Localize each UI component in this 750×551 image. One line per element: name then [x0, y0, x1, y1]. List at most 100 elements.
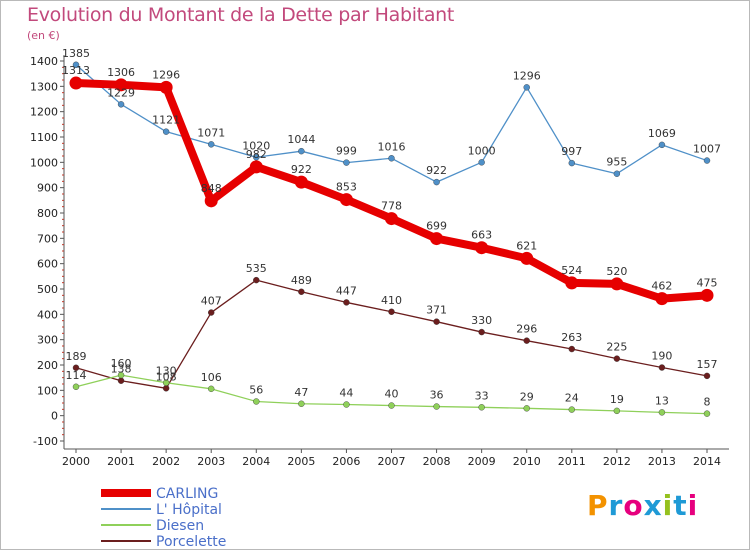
x-tick-label: 2009	[468, 455, 496, 468]
data-point-l-h-pital	[117, 101, 125, 108]
data-point-diesen	[523, 405, 530, 412]
x-tick-label: 2012	[603, 455, 631, 468]
data-point-carling	[520, 251, 534, 265]
data-point-carling	[159, 80, 173, 94]
data-label-porcelette: 225	[606, 341, 627, 354]
data-point-l-h-pital	[703, 157, 711, 164]
data-label-carling: 848	[201, 182, 222, 195]
data-label-l-h-pital: 1121	[152, 114, 180, 127]
y-tick-label: 800	[37, 207, 58, 220]
data-label-porcelette: 190	[651, 350, 672, 363]
data-label-diesen: 114	[66, 369, 87, 382]
data-label-l-h-pital: 922	[426, 164, 447, 177]
data-label-diesen: 19	[610, 393, 624, 406]
legend-label-carling: CARLING	[156, 486, 218, 502]
data-label-l-h-pital: 997	[561, 145, 582, 158]
data-point-diesen	[703, 410, 711, 417]
data-label-carling: 922	[291, 163, 312, 176]
data-label-l-h-pital: 1229	[107, 86, 135, 99]
y-tick-label: 1100	[30, 131, 58, 144]
data-label-l-h-pital: 955	[606, 156, 627, 169]
data-point-l-h-pital	[433, 178, 440, 186]
data-point-carling	[475, 241, 489, 255]
x-tick-label: 2004	[242, 455, 270, 468]
y-tick-label: 100	[37, 384, 58, 397]
y-tick-label: 0	[51, 410, 58, 423]
data-point-porcelette	[568, 345, 575, 353]
data-point-l-h-pital	[613, 170, 621, 177]
data-point-diesen	[613, 407, 621, 415]
data-label-diesen: 44	[339, 387, 353, 400]
data-point-porcelette	[523, 337, 530, 344]
data-label-porcelette: 535	[246, 262, 267, 275]
data-point-carling	[565, 276, 579, 290]
data-label-l-h-pital: 1385	[62, 47, 90, 60]
x-tick-label: 2003	[197, 455, 225, 468]
x-tick-label: 2008	[423, 455, 451, 468]
data-label-l-h-pital: 1296	[513, 69, 541, 82]
x-tick-label: 2002	[152, 455, 180, 468]
data-point-porcelette	[162, 385, 170, 392]
data-label-porcelette: 108	[156, 370, 177, 383]
legend-label-porcelette: Porcelette	[156, 534, 226, 550]
data-point-diesen	[72, 383, 80, 390]
data-label-diesen: 29	[520, 390, 534, 403]
data-label-diesen: 130	[156, 365, 177, 378]
data-point-l-h-pital	[72, 61, 80, 68]
x-tick-label: 2007	[378, 455, 406, 468]
y-tick-label: 1400	[30, 55, 58, 68]
x-tick-label: 2011	[558, 455, 586, 468]
data-label-l-h-pital: 1000	[468, 144, 496, 157]
x-tick-label: 2013	[648, 455, 676, 468]
y-tick-label: 600	[37, 258, 58, 271]
data-point-l-h-pital	[343, 159, 350, 166]
data-point-diesen	[388, 402, 395, 409]
data-point-l-h-pital	[478, 159, 485, 166]
data-point-l-h-pital	[388, 155, 395, 162]
data-point-l-h-pital	[253, 154, 260, 161]
data-point-diesen	[568, 406, 575, 413]
data-point-carling	[204, 194, 218, 208]
data-point-porcelette	[253, 276, 260, 284]
data-point-l-h-pital	[658, 141, 666, 149]
data-label-diesen: 13	[655, 394, 669, 407]
y-tick-label: -100	[33, 435, 58, 448]
data-label-carling: 1296	[152, 68, 180, 81]
x-tick-label: 2010	[513, 455, 541, 468]
y-tick-label: 300	[37, 334, 58, 347]
data-point-porcelette	[208, 309, 215, 316]
data-label-porcelette: 447	[336, 284, 357, 297]
data-label-carling: 621	[516, 239, 537, 252]
data-point-porcelette	[478, 328, 485, 336]
data-point-diesen	[208, 385, 215, 393]
y-tick-label: 1300	[30, 80, 58, 93]
data-point-l-h-pital	[162, 128, 170, 135]
data-label-diesen: 160	[111, 357, 132, 370]
data-point-porcelette	[298, 288, 305, 295]
data-point-l-h-pital	[568, 159, 575, 167]
data-label-diesen: 106	[201, 371, 222, 384]
data-label-l-h-pital: 1016	[378, 140, 406, 153]
y-tick-label: 400	[37, 308, 58, 321]
data-label-carling: 663	[471, 229, 492, 242]
data-label-porcelette: 407	[201, 295, 222, 308]
data-point-carling	[700, 288, 714, 302]
data-label-porcelette: 330	[471, 314, 492, 327]
data-label-porcelette: 371	[426, 304, 447, 317]
data-point-diesen	[298, 400, 305, 407]
data-label-diesen: 36	[430, 389, 444, 402]
data-point-carling	[294, 175, 308, 189]
data-point-porcelette	[658, 364, 666, 371]
x-tick-label: 2000	[62, 455, 90, 468]
data-label-diesen: 33	[475, 389, 489, 402]
proxiti-logo: Proxiti	[587, 489, 699, 522]
y-tick-label: 200	[37, 359, 58, 372]
data-label-carling: 1306	[107, 66, 135, 79]
data-label-carling: 778	[381, 200, 402, 213]
data-label-porcelette: 189	[66, 350, 87, 363]
data-label-porcelette: 296	[516, 323, 537, 336]
data-label-porcelette: 138	[111, 363, 132, 376]
chart-title: Evolution du Montant de la Dette par Hab…	[27, 4, 455, 26]
data-label-diesen: 8	[704, 396, 711, 409]
